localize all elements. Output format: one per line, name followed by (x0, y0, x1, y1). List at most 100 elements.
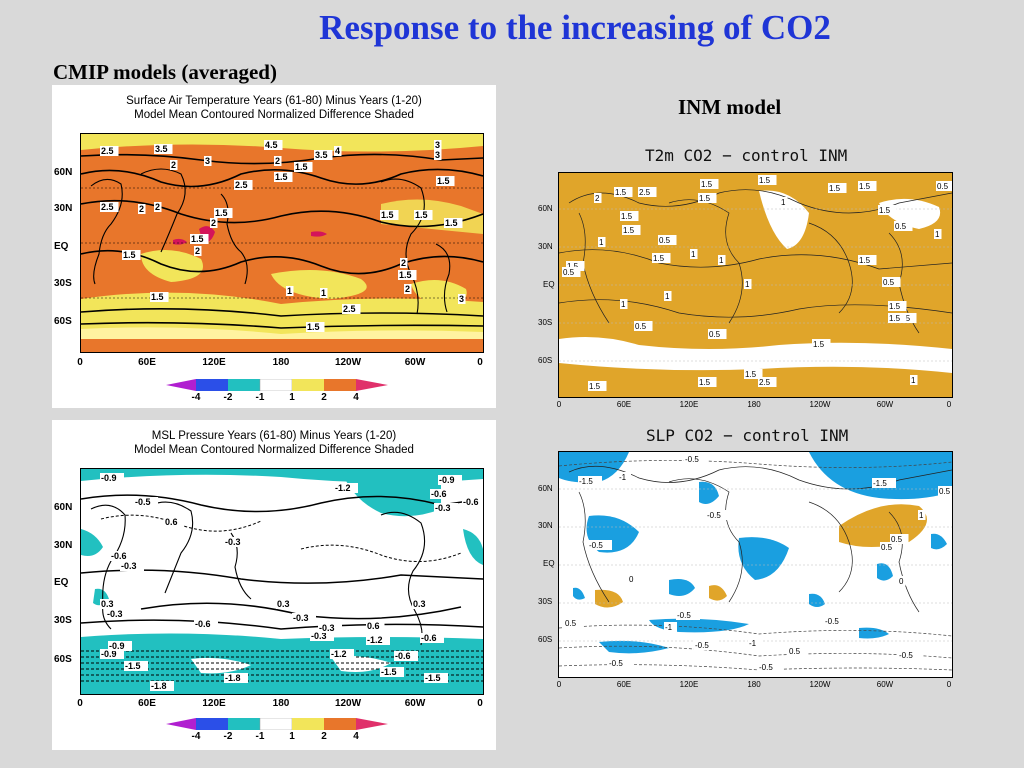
cmip-temperature-header-line2: Model Mean Contoured Normalized Differen… (134, 109, 414, 121)
lat-label: 60N (54, 167, 73, 178)
contour-label: 2 (405, 284, 410, 294)
contour-label: -1.5 (873, 479, 887, 488)
lon-label: 120E (679, 680, 699, 689)
contour-label-bg (614, 187, 633, 197)
contour-label-bg (564, 618, 583, 628)
contour-label-bg (694, 640, 718, 650)
lon-label: 180 (747, 400, 761, 409)
contour-label: 1.5 (615, 188, 627, 197)
contour-label: 3 (435, 140, 440, 150)
contour-label: 2 (171, 160, 176, 170)
contour-label: -0.3 (293, 613, 309, 623)
contour-label-bg (562, 267, 581, 277)
contour-label-bg (100, 146, 119, 156)
contour-label-bg (190, 234, 209, 244)
contour-label: 0.5 (789, 647, 801, 656)
lon-label: 0 (77, 698, 83, 709)
contour-label: 1 (935, 230, 940, 239)
contour-label: -0.3 (311, 631, 327, 641)
contour-label-bg (676, 610, 700, 620)
contour-label: 0.5 (881, 543, 893, 552)
contour-label-bg (684, 454, 708, 464)
contour-label: 4.5 (265, 140, 278, 150)
contour-label: 3 (459, 294, 464, 304)
contour-label-bg (320, 288, 328, 298)
contour-label-bg (342, 304, 361, 314)
contour-label: -0.3 (435, 503, 451, 513)
lon-label: 60E (616, 400, 632, 409)
lat-label: 30N (538, 521, 553, 530)
lon-label: 60W (876, 400, 894, 409)
contour-label: 0.3 (101, 599, 114, 609)
contour-label: -0.9 (101, 649, 117, 659)
contour-label: -0.5 (685, 455, 699, 464)
contour-label-bg (708, 329, 727, 339)
lon-label: 120W (334, 357, 362, 368)
contour-label: -0.6 (195, 619, 211, 629)
contour-label-bg (888, 301, 907, 311)
contour-label: -0.9 (109, 641, 125, 651)
contour-label-bg (436, 176, 455, 186)
contour-label-bg (424, 673, 448, 683)
lat-label: 60N (538, 484, 553, 493)
contour-label: 1.5 (623, 226, 635, 235)
contour-label-bg (400, 258, 408, 268)
lat-label: 60N (538, 204, 553, 213)
contour-label-bg (438, 475, 462, 485)
contour-label: -0.5 (899, 651, 913, 660)
contour-label-bg (334, 146, 342, 156)
contour-label: 3 (435, 150, 440, 160)
lat-label: 60S (538, 635, 553, 644)
contour-label-bg (330, 649, 354, 659)
contour-label: 2 (595, 194, 600, 203)
contour-label: 1.5 (621, 212, 633, 221)
lat-label: 30S (54, 278, 72, 289)
contour-label-bg (170, 160, 178, 170)
contour-label: -0.5 (677, 611, 691, 620)
contour-label: 1.5 (567, 262, 579, 271)
contour-label: 1.5 (759, 176, 771, 185)
contour-label-bg (412, 599, 431, 609)
contour-label-bg (812, 339, 831, 349)
lat-label: 60S (54, 654, 72, 665)
contour-label-bg (898, 576, 906, 586)
contour-label-bg (314, 150, 333, 160)
lat-label: EQ (543, 280, 555, 289)
lon-label: 180 (747, 680, 761, 689)
contour-label: 2 (155, 202, 160, 212)
contour-label: 0.5 (659, 236, 671, 245)
contour-label: 1 (781, 198, 786, 207)
contour-label: 1.5 (653, 254, 665, 263)
contour-label: -0.6 (431, 489, 447, 499)
cmip-pressure-map: -0.9 -0.5 0.6 -0.3 -1.2 -0.9 -0.6 -0.3 -0.6 -0.3 0… (80, 468, 484, 695)
cmip-section-label: CMIP models (averaged) (53, 60, 277, 84)
contour-label-bg (744, 279, 752, 289)
contour-label: 1.5 (437, 176, 450, 186)
contour-label: -0.3 (107, 609, 123, 619)
lon-label: 60W (404, 357, 426, 368)
contour-label: -1.5 (579, 477, 593, 486)
contour-label: 0.5 (937, 182, 949, 191)
contour-label-bg (366, 635, 390, 645)
contour-label-bg (566, 261, 585, 271)
contour-label: -0.5 (707, 511, 721, 520)
lon-label: 60W (876, 680, 894, 689)
lon-label: 120W (809, 400, 831, 409)
contour-label: -1.2 (335, 483, 351, 493)
contour-label-bg (828, 183, 847, 193)
contour-label-bg (318, 623, 342, 633)
contour-label-bg (634, 321, 653, 331)
contour-label: -1 (749, 639, 757, 648)
lon-label: 0 (477, 698, 483, 709)
contour-label-bg (276, 599, 295, 609)
contour-label-bg (638, 187, 657, 197)
lon-label: 0 (946, 400, 952, 409)
contour-label-bg (758, 175, 777, 185)
contour-label: 1.5 (745, 370, 757, 379)
cmip-temperature-colorbar (166, 379, 388, 391)
contour-label-bg (588, 540, 612, 550)
lat-label: 30N (538, 242, 553, 251)
lat-label: EQ (543, 559, 555, 568)
contour-label: -1.5 (425, 673, 441, 683)
contour-label: 2.5 (101, 202, 114, 212)
